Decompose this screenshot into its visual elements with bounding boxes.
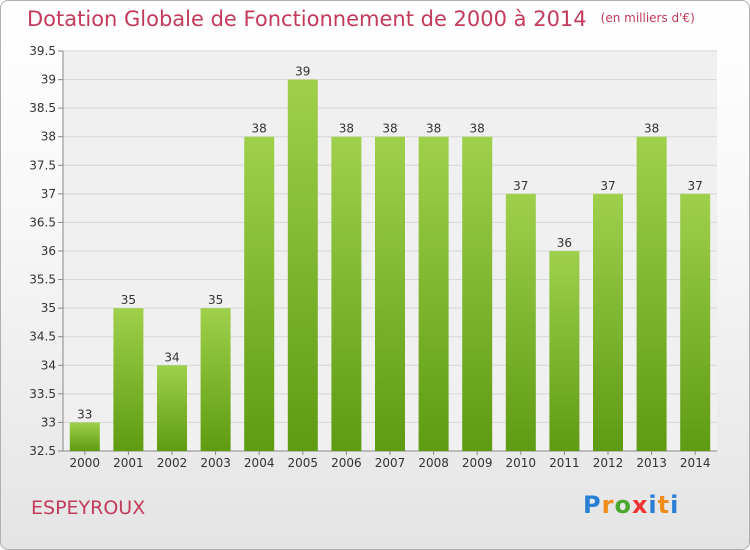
x-tick-label: 2003 [200, 456, 231, 470]
y-tick-label: 36.5 [29, 215, 56, 229]
bar [157, 365, 187, 451]
x-tick-label: 2008 [418, 456, 449, 470]
commune-name: ESPEYROUX [31, 497, 146, 519]
bar [375, 136, 405, 451]
x-tick-label: 2005 [288, 456, 319, 470]
y-tick-label: 32.5 [29, 444, 56, 458]
x-tick-label: 2010 [506, 456, 537, 470]
data-label: 35 [208, 293, 223, 307]
x-tick-label: 2006 [331, 456, 362, 470]
bar [200, 308, 231, 451]
data-label: 33 [77, 407, 92, 421]
data-label: 38 [470, 122, 485, 136]
data-label: 37 [513, 179, 528, 193]
y-tick-label: 38 [41, 130, 56, 144]
x-tick-label: 2001 [113, 456, 144, 470]
bar [331, 136, 362, 451]
proxiti-logo: Proxiti [583, 491, 680, 519]
data-label: 38 [339, 122, 354, 136]
bar [505, 193, 536, 451]
y-tick-label: 35 [41, 301, 56, 315]
bar [418, 136, 449, 451]
y-tick-label: 36 [41, 244, 56, 258]
data-label: 37 [688, 179, 703, 193]
x-tick-label: 2004 [244, 456, 275, 470]
data-label: 38 [252, 122, 267, 136]
bar [113, 308, 144, 451]
y-tick-label: 33.5 [29, 387, 56, 401]
bar [69, 422, 100, 451]
chart-title-text: Dotation Globale de Fonctionnement de 20… [27, 7, 587, 31]
x-tick-label: 2002 [157, 456, 188, 470]
x-tick-label: 2013 [636, 456, 667, 470]
data-label: 38 [382, 122, 397, 136]
data-label: 39 [295, 65, 310, 79]
x-tick-label: 2007 [375, 456, 406, 470]
x-tick-label: 2000 [70, 456, 101, 470]
data-label: 38 [426, 122, 441, 136]
y-tick-label: 33 [41, 415, 56, 429]
y-tick-label: 35.5 [29, 273, 56, 287]
chart-title: Dotation Globale de Fonctionnement de 20… [27, 7, 695, 31]
bar [287, 79, 318, 452]
x-tick-label: 2014 [680, 456, 711, 470]
data-label: 38 [644, 122, 659, 136]
x-tick-label: 2009 [462, 456, 493, 470]
data-label: 36 [557, 236, 572, 250]
data-label: 37 [600, 179, 615, 193]
y-tick-label: 34.5 [29, 330, 56, 344]
y-tick-label: 38.5 [29, 101, 56, 115]
y-tick-label: 37 [41, 187, 56, 201]
bar [680, 193, 711, 451]
data-label: 35 [121, 293, 136, 307]
y-tick-label: 39 [41, 73, 56, 87]
y-tick-label: 34 [41, 358, 56, 372]
bar [593, 193, 623, 451]
x-tick-label: 2012 [593, 456, 624, 470]
bar [462, 136, 493, 451]
y-tick-label: 39.5 [29, 44, 56, 58]
y-tick-label: 37.5 [29, 158, 56, 172]
x-tick-label: 2011 [549, 456, 580, 470]
data-label: 34 [164, 350, 179, 364]
chart-unit: (en milliers d'€) [600, 11, 695, 25]
bar [549, 251, 580, 451]
bar [636, 136, 667, 451]
bar [244, 136, 275, 451]
